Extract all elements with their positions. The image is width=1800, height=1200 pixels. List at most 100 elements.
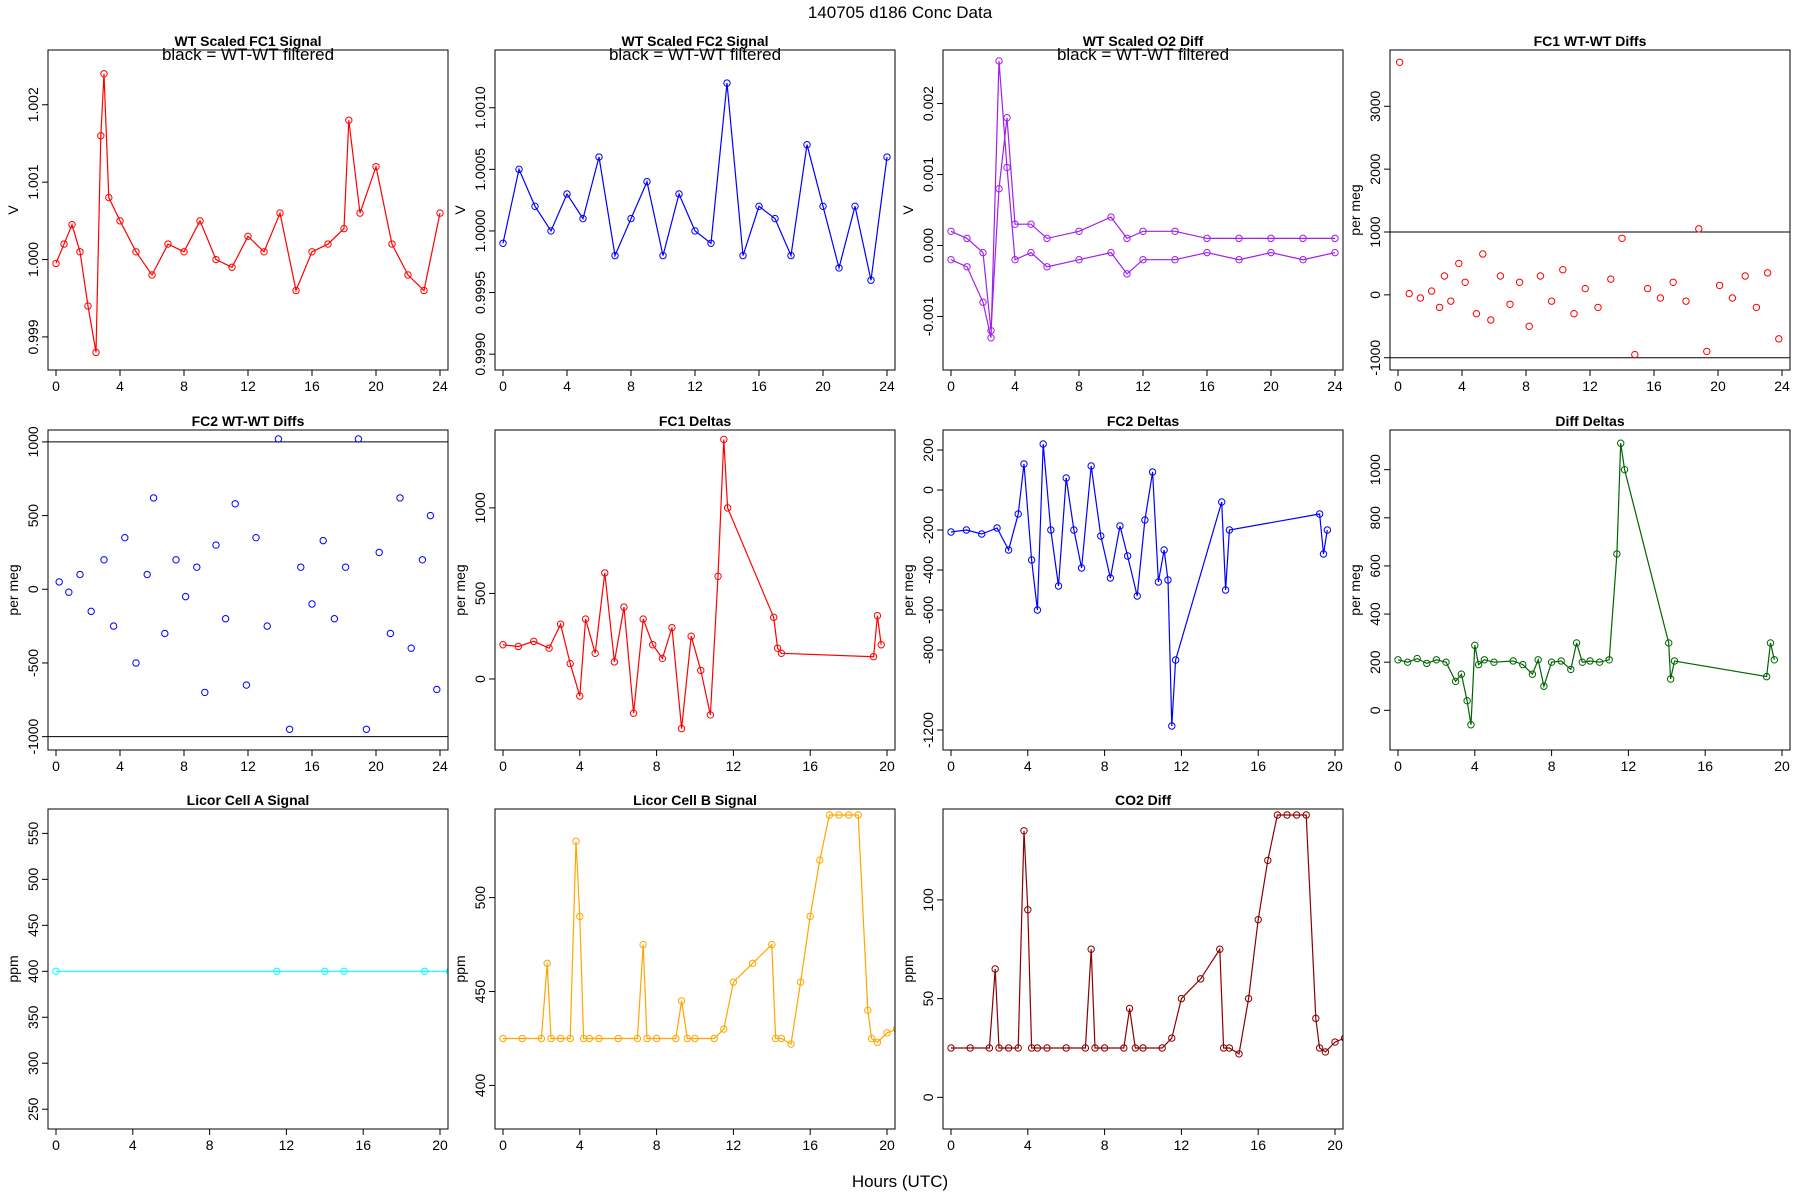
data-point: [87, 607, 95, 616]
data-point: [947, 227, 955, 235]
x-tick-label: 12: [726, 1137, 742, 1153]
x-tick-label: 12: [279, 1137, 295, 1153]
data-point: [1447, 297, 1455, 305]
plot-area: [48, 435, 448, 738]
data-point: [362, 725, 371, 733]
data-point: [1027, 248, 1035, 257]
data-point: [499, 1034, 507, 1043]
y-tick-label: 0.999: [25, 319, 41, 354]
data-point: [92, 348, 100, 357]
y-tick-label: 500: [472, 886, 488, 910]
data-point: [1302, 811, 1310, 819]
data-point: [723, 504, 732, 512]
data-point: [1003, 163, 1011, 172]
data-point: [499, 641, 507, 649]
data-point: [643, 1034, 651, 1043]
data-point: [1267, 248, 1275, 257]
data-point: [803, 141, 811, 149]
x-tick-label: 16: [1697, 758, 1713, 774]
panel-annotation: black = WT-WT filtered: [1057, 45, 1229, 64]
data-point: [1413, 654, 1421, 663]
data-point: [1062, 474, 1070, 482]
data-point: [1528, 670, 1537, 678]
data-point: [1496, 272, 1505, 280]
data-point: [1070, 526, 1078, 534]
data-point: [109, 622, 118, 630]
data-point: [668, 623, 676, 632]
y-tick-label: 1000: [25, 426, 41, 457]
data-point: [418, 556, 427, 564]
data-point: [1323, 526, 1332, 534]
data-point: [388, 240, 396, 248]
y-tick-label: 0.000: [920, 228, 936, 263]
panel-title: FC2 WT-WT Diffs: [192, 413, 305, 429]
data-point: [707, 239, 715, 247]
data-point: [375, 548, 383, 557]
data-point: [1075, 255, 1083, 264]
panel-frame: [494, 49, 896, 371]
panel-wt-scaled-fc1-signal: WT Scaled FC1 Signal 0 4 8 12 16 20 24 0.999 1.00…: [5, 33, 449, 394]
data-point: [591, 649, 599, 658]
data-point: [1440, 272, 1449, 280]
data-point: [720, 1025, 728, 1033]
data-point: [1471, 641, 1479, 650]
data-point: [1254, 915, 1262, 924]
data-point: [1216, 945, 1224, 953]
data-point: [1299, 255, 1307, 264]
series-line: [950, 443, 1328, 727]
plot-area: [947, 57, 1339, 342]
data-point: [537, 1034, 546, 1043]
data-point: [274, 435, 283, 443]
y-tick-label: -800: [920, 636, 936, 664]
y-axis-label: ppm: [5, 955, 21, 982]
y-tick-label: 0: [25, 585, 41, 593]
data-point: [1168, 722, 1176, 730]
data-point: [1203, 248, 1211, 257]
data-point: [835, 811, 843, 819]
plot-area: [947, 440, 1332, 730]
data-point: [1107, 248, 1115, 257]
data-point: [1435, 303, 1444, 312]
data-point: [1728, 294, 1737, 302]
data-point: [691, 227, 699, 235]
data-point: [1405, 289, 1413, 298]
data-point: [963, 263, 971, 271]
data-point: [1235, 234, 1243, 243]
data-point: [55, 578, 63, 586]
x-tick-label: 0: [947, 378, 955, 394]
y-tick-label: 450: [25, 913, 41, 937]
panel-fc1-wt-wt-diffs: FC1 WT-WT Diffs 0 4 8 12 16 20 24 -1000 0 1000 2000…: [1347, 33, 1791, 394]
data-point: [755, 202, 763, 211]
plot-area: [947, 811, 1343, 1058]
data-point: [285, 725, 294, 733]
y-axis-label: per meg: [1347, 564, 1363, 615]
x-tick-label: 12: [726, 758, 742, 774]
y-tick-label: 550: [25, 821, 41, 845]
panel-frame: [942, 429, 1344, 751]
x-tick-label: 16: [802, 758, 818, 774]
x-tick-label: 24: [1327, 378, 1343, 394]
data-point: [1525, 322, 1533, 330]
data-point: [149, 494, 158, 502]
data-point: [531, 202, 539, 211]
data-point: [1043, 1044, 1051, 1052]
data-point: [260, 248, 268, 256]
x-tick-label: 4: [1024, 758, 1032, 774]
y-tick-label: 1000: [472, 492, 488, 523]
panel-fc2-wt-wt-diffs: FC2 WT-WT Diffs 0 4 8 12 16 20 24 -1000 -500 0 500 1…: [5, 413, 449, 774]
data-point: [420, 967, 429, 975]
data-point: [1033, 1044, 1042, 1052]
y-tick-label: 1000: [1367, 216, 1383, 247]
data-point: [1100, 1044, 1109, 1052]
data-point: [499, 239, 507, 247]
data-point: [683, 1034, 692, 1043]
data-point: [1463, 696, 1471, 705]
data-point: [1033, 606, 1042, 614]
y-tick-label: 500: [472, 582, 488, 606]
data-point: [1087, 462, 1095, 470]
data-point: [1312, 1014, 1320, 1023]
x-tick-label: 16: [304, 378, 320, 394]
data-point: [436, 209, 444, 217]
data-point: [324, 240, 332, 248]
x-tick-label: 8: [1075, 378, 1083, 394]
